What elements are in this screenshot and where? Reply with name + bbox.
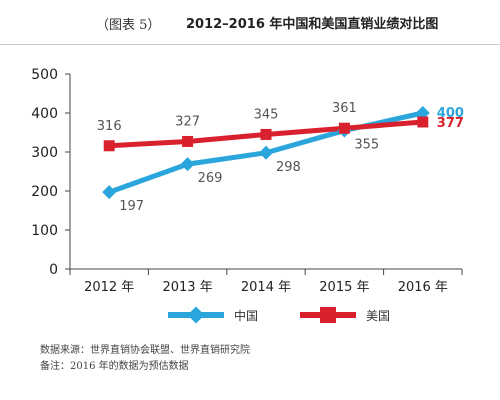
chart-title: 2012–2016 年中国和美国直销业绩对比图 <box>186 17 439 32</box>
data-point-china <box>102 185 117 200</box>
x-tick-label: 2012 年 <box>84 280 134 295</box>
y-tick-label: 200 <box>31 184 58 200</box>
data-point-usa <box>260 128 272 140</box>
remark-note: 备注：2016 年的数据为预估数据 <box>40 361 189 372</box>
data-label-china: 400 <box>437 106 464 121</box>
data-label-usa: 316 <box>97 119 122 134</box>
legend-item-usa: 美国 <box>300 306 390 324</box>
data-point-china <box>180 157 195 172</box>
data-label-usa: 327 <box>175 114 200 129</box>
chart-legend: 中国 美国 <box>0 300 500 330</box>
figure-label: （图表 5） <box>96 18 161 33</box>
data-point-china <box>259 145 273 160</box>
data-label-usa: 345 <box>254 107 279 122</box>
legend-swatch-usa <box>300 306 356 324</box>
data-label-china: 197 <box>119 199 144 214</box>
x-tick-label: 2016 年 <box>398 280 448 295</box>
x-tick-label: 2015 年 <box>319 280 369 295</box>
data-point-usa <box>417 116 429 128</box>
y-tick-label: 400 <box>31 106 58 122</box>
data-label-china: 269 <box>198 171 223 186</box>
y-tick-label: 100 <box>31 223 58 239</box>
data-label-usa: 377 <box>437 116 464 131</box>
data-point-usa <box>338 122 350 134</box>
y-tick-label: 500 <box>31 67 58 83</box>
legend-item-china: 中国 <box>168 306 258 324</box>
line-chart: 0 100 200 300 400 500 2012 年 2013 年 2014 年 2015 年… <box>31 67 464 295</box>
y-tick-label: 300 <box>31 145 58 161</box>
data-point-usa <box>182 135 194 147</box>
legend-swatch-china <box>168 306 224 324</box>
x-tick-label: 2013 年 <box>162 280 212 295</box>
data-label-china: 355 <box>354 138 379 153</box>
data-label-china: 298 <box>276 160 301 175</box>
chart-notes: 数据来源：世界直销协会联盟、世界直销研究院 备注：2016 年的数据为预估数据 <box>40 343 250 375</box>
data-source-note: 数据来源：世界直销协会联盟、世界直销研究院 <box>40 345 250 356</box>
chart-header: （图表 5） 2012–2016 年中国和美国直销业绩对比图 <box>0 0 500 45</box>
x-tick-label: 2014 年 <box>241 280 291 295</box>
legend-label-usa: 美国 <box>366 308 391 323</box>
legend-label-china: 中国 <box>234 308 259 323</box>
data-point-usa <box>103 140 115 152</box>
y-tick-label: 0 <box>49 262 58 278</box>
data-label-usa: 361 <box>332 101 357 116</box>
